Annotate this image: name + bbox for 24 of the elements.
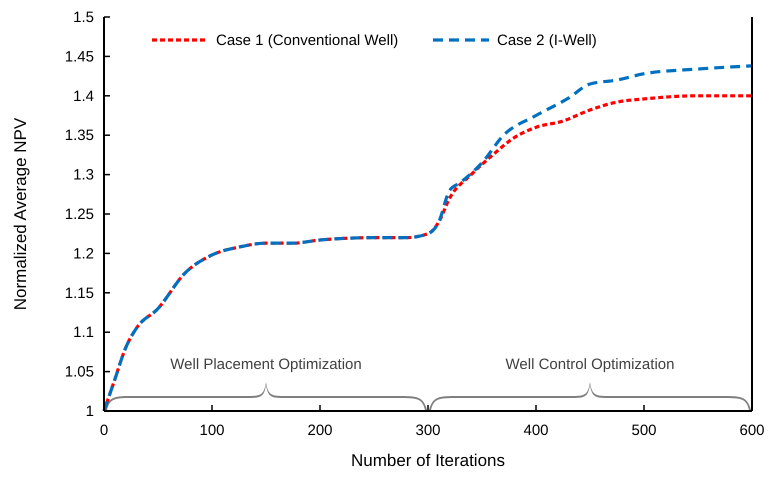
annotation: Well Placement Optimization bbox=[170, 356, 362, 373]
y-tick-label: 1.15 bbox=[64, 284, 94, 302]
x-axis-title: Number of Iterations bbox=[350, 451, 506, 470]
y-tick-label: 1.1 bbox=[73, 324, 94, 342]
x-tick-label: 200 bbox=[307, 422, 333, 439]
y-tick-label: 1.5 bbox=[73, 9, 94, 26]
x-tick-label: 100 bbox=[199, 422, 225, 439]
x-tick-label: 300 bbox=[415, 422, 441, 439]
x-tick-label: 0 bbox=[100, 422, 108, 439]
y-tick-label: 1.3 bbox=[73, 166, 94, 184]
x-tick-label: 400 bbox=[523, 422, 549, 439]
y-tick-label: 1.05 bbox=[64, 364, 94, 381]
y-axis-title: Normalized Average NPV bbox=[11, 117, 30, 310]
y-tick-label: 1 bbox=[86, 403, 94, 420]
y-tick-label: 1.45 bbox=[64, 48, 94, 66]
y-tick-label: 1.4 bbox=[73, 88, 94, 105]
y-tick-label: 1.35 bbox=[64, 127, 94, 144]
y-tick-label: 1.25 bbox=[64, 206, 94, 223]
legend-label: Case 1 (Conventional Well) bbox=[216, 32, 398, 49]
x-tick-label: 500 bbox=[631, 422, 657, 439]
annotation: Well Control Optimization bbox=[506, 356, 674, 373]
x-tick-label: 600 bbox=[739, 422, 765, 439]
y-tick-label: 1.2 bbox=[73, 245, 94, 262]
legend-label: Case 2 (I-Well) bbox=[497, 32, 597, 49]
